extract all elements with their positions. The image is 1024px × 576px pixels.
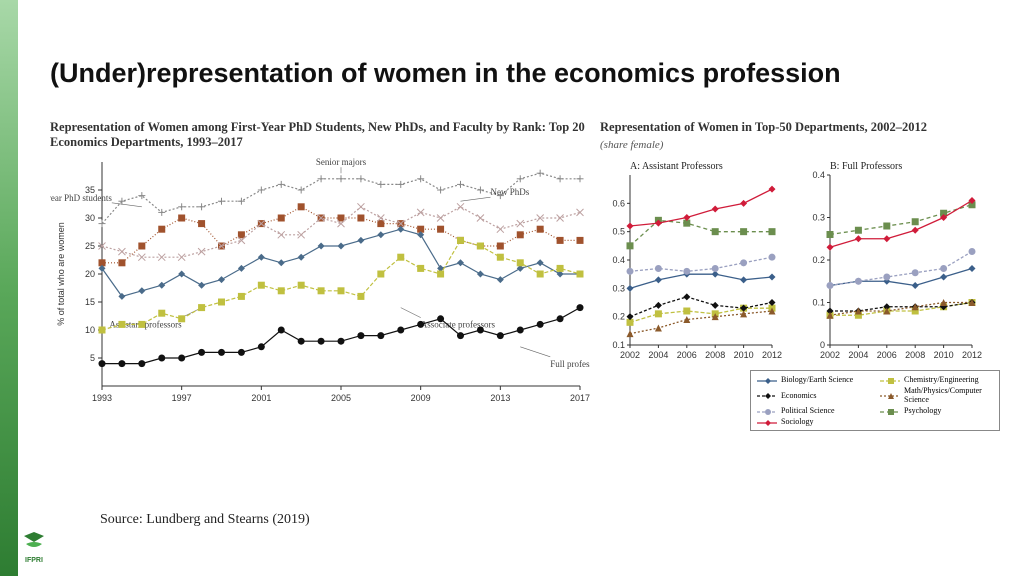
right-chart-title: Representation of Women in Top-50 Depart… bbox=[600, 120, 1000, 135]
svg-text:Full professors: Full professors bbox=[550, 359, 590, 369]
svg-text:0.4: 0.4 bbox=[812, 170, 825, 180]
svg-text:A: Assistant Professors: A: Assistant Professors bbox=[630, 161, 723, 172]
svg-text:B: Full Professors: B: Full Professors bbox=[830, 161, 902, 172]
legend-item: Chemistry/Engineering bbox=[880, 375, 993, 384]
left-chart-container: Representation of Women among First-Year… bbox=[50, 120, 590, 414]
right-chart-subtitle: (share female) bbox=[600, 139, 1000, 151]
svg-text:0.2: 0.2 bbox=[612, 312, 625, 322]
legend-item: Biology/Earth Science bbox=[757, 375, 870, 384]
svg-text:2017: 2017 bbox=[570, 393, 590, 403]
left-chart-svg: 5101520253035199319972001200520092013201… bbox=[50, 154, 590, 414]
svg-text:2002: 2002 bbox=[820, 350, 840, 360]
svg-text:1997: 1997 bbox=[172, 393, 192, 403]
legend-item: Political Science bbox=[757, 406, 870, 415]
svg-text:2008: 2008 bbox=[905, 350, 925, 360]
svg-text:0.1: 0.1 bbox=[812, 298, 825, 308]
svg-text:5: 5 bbox=[90, 353, 95, 363]
legend-item: Economics bbox=[757, 386, 870, 404]
svg-text:New PhDs: New PhDs bbox=[491, 187, 530, 197]
svg-text:2010: 2010 bbox=[934, 350, 954, 360]
slide-title: (Under)representation of women in the ec… bbox=[50, 58, 841, 89]
svg-text:2004: 2004 bbox=[848, 350, 868, 360]
svg-text:2013: 2013 bbox=[490, 393, 510, 403]
svg-text:30: 30 bbox=[85, 213, 95, 223]
source-text: Source: Lundberg and Stearns (2019) bbox=[100, 512, 310, 528]
svg-text:25: 25 bbox=[85, 241, 95, 251]
svg-text:15: 15 bbox=[85, 297, 95, 307]
svg-text:IFPRI: IFPRI bbox=[25, 557, 43, 564]
svg-text:0.5: 0.5 bbox=[612, 227, 625, 237]
svg-text:2012: 2012 bbox=[962, 350, 982, 360]
svg-text:0.3: 0.3 bbox=[612, 283, 625, 293]
svg-text:10: 10 bbox=[85, 325, 95, 335]
svg-text:2006: 2006 bbox=[877, 350, 897, 360]
svg-text:2010: 2010 bbox=[734, 350, 754, 360]
legend-item: Math/Physics/Computer Science bbox=[880, 386, 993, 404]
legend-item: Sociology bbox=[757, 417, 870, 426]
svg-text:2009: 2009 bbox=[411, 393, 431, 403]
left-chart-title: Representation of Women among First-Year… bbox=[50, 120, 590, 150]
right-chart-container: Representation of Women in Top-50 Depart… bbox=[600, 120, 1000, 377]
svg-text:First year PhD students: First year PhD students bbox=[50, 193, 112, 203]
svg-text:2002: 2002 bbox=[620, 350, 640, 360]
svg-text:0.4: 0.4 bbox=[612, 255, 625, 265]
svg-text:2012: 2012 bbox=[762, 350, 782, 360]
svg-text:2001: 2001 bbox=[251, 393, 271, 403]
svg-text:Senior majors: Senior majors bbox=[316, 157, 367, 167]
svg-text:20: 20 bbox=[85, 269, 95, 279]
svg-text:0.3: 0.3 bbox=[812, 213, 825, 223]
side-accent bbox=[0, 0, 18, 576]
svg-text:1993: 1993 bbox=[92, 393, 112, 403]
right-chart-svg: A: Assistant Professors 0.1 0.2 0.3 0.4 0.5 0.… bbox=[600, 157, 1000, 377]
svg-text:0.6: 0.6 bbox=[612, 198, 625, 208]
svg-text:2005: 2005 bbox=[331, 393, 351, 403]
svg-text:0.1: 0.1 bbox=[612, 340, 625, 350]
legend-box: Biology/Earth Science Chemistry/Engineeri… bbox=[750, 370, 1000, 431]
svg-text:2008: 2008 bbox=[705, 350, 725, 360]
svg-text:2004: 2004 bbox=[648, 350, 668, 360]
svg-text:0: 0 bbox=[820, 340, 825, 350]
ifpri-logo: IFPRI bbox=[20, 532, 48, 564]
svg-text:% of total who are women: % of total who are women bbox=[56, 222, 66, 326]
svg-text:0.2: 0.2 bbox=[812, 255, 825, 265]
legend-item: Psychology bbox=[880, 406, 993, 415]
svg-text:2006: 2006 bbox=[677, 350, 697, 360]
